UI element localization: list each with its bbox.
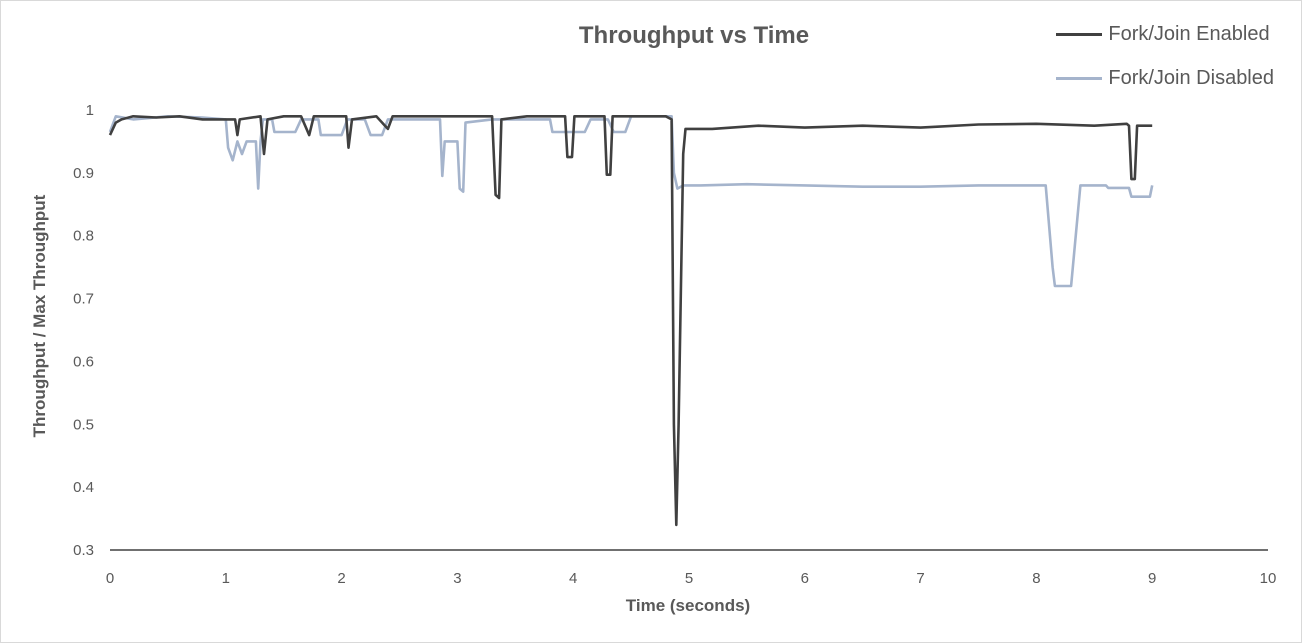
series-line-fork-join-disabled — [108, 115, 1154, 288]
x-tick-label: 2 — [337, 570, 345, 587]
y-tick-label: 0.4 — [73, 479, 94, 496]
x-tick-label: 8 — [1032, 570, 1040, 587]
y-tick-label: 0.8 — [73, 228, 94, 245]
legend-label-enabled: Fork/Join Enabled — [1108, 22, 1270, 45]
x-tick-label: 6 — [801, 570, 809, 587]
legend-item-enabled: Fork/Join Enabled — [1056, 12, 1274, 56]
legend-item-disabled: Fork/Join Disabled — [1056, 56, 1274, 100]
y-tick-label: 0.3 — [73, 542, 94, 559]
x-tick-label: 9 — [1148, 570, 1156, 587]
y-tick-label: 0.7 — [73, 291, 94, 308]
legend-label-disabled: Fork/Join Disabled — [1108, 66, 1274, 89]
y-tick-label: 0.9 — [73, 165, 94, 182]
x-tick-label: 0 — [106, 570, 114, 587]
legend-swatch-disabled — [1056, 76, 1103, 80]
x-tick-label: 7 — [916, 570, 924, 587]
chart-title: Throughput vs Time — [578, 22, 810, 49]
y-tick-label: 0.5 — [73, 416, 94, 433]
x-tick-label: 10 — [1260, 570, 1277, 587]
legend-swatch-enabled — [1056, 32, 1103, 36]
x-tick-label: 5 — [685, 570, 693, 587]
legend: Fork/Join Enabled Fork/Join Disabled — [1056, 12, 1274, 100]
y-tick-label: 0.6 — [73, 353, 94, 370]
x-axis-label: Time (seconds) — [625, 596, 751, 615]
x-tick-label: 1 — [222, 570, 230, 587]
series-line-fork-join-enabled — [108, 115, 1153, 527]
x-tick-label: 3 — [453, 570, 461, 587]
chart-title-wrapper: Throughput vs Time — [0, 22, 1299, 50]
x-tick-label: 4 — [569, 570, 577, 587]
y-tick-label: 1 — [86, 102, 94, 119]
